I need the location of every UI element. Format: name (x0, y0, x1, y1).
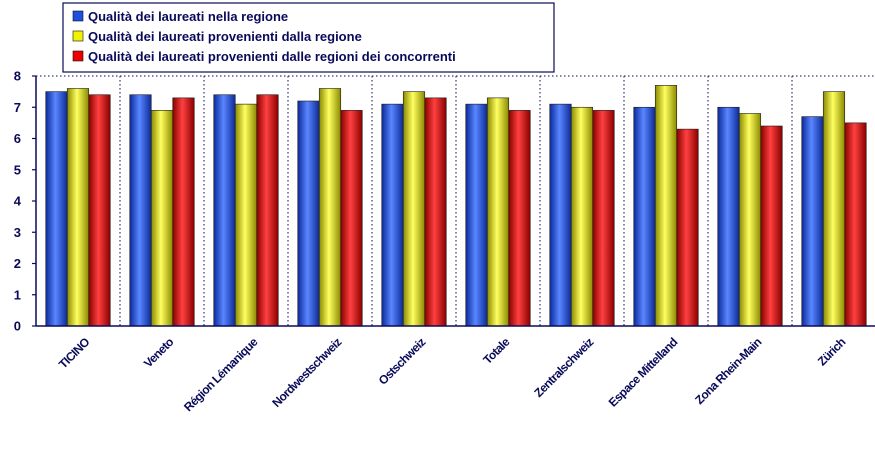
bar (318, 88, 342, 327)
x-tick-label: Zürich (815, 335, 848, 368)
y-tick-label: 5 (14, 162, 21, 177)
bar (172, 97, 195, 327)
y-tick-label: 7 (14, 100, 21, 115)
bar (570, 106, 594, 327)
bar (45, 91, 68, 327)
bar (822, 91, 846, 327)
x-tick-label: Ostschweiz (376, 335, 429, 388)
bar (508, 110, 531, 327)
bar (150, 110, 174, 327)
x-axis-labels: TICINO Veneto Région Lémanique Nordwestschw… (56, 335, 848, 415)
bar (424, 97, 447, 327)
x-tick-label: TICINO (56, 335, 92, 371)
bar (213, 94, 236, 327)
bar (738, 113, 762, 327)
bar (549, 103, 572, 327)
legend: Qualità dei laureati nella regione Qualit… (62, 2, 555, 73)
y-tick-label: 8 (14, 69, 21, 84)
bar (234, 103, 258, 327)
bar (256, 94, 279, 327)
bar (340, 110, 363, 327)
y-tick-label: 1 (14, 287, 21, 302)
y-tick-label: 4 (14, 194, 22, 209)
x-tick-label: Zentralschweiz (531, 335, 596, 400)
bar (676, 128, 699, 327)
x-tick-label: Zona Rhein-Main (692, 335, 764, 407)
bar (801, 116, 824, 327)
legend-swatch (72, 10, 84, 22)
bar (66, 88, 90, 327)
y-axis-ticks: 0 1 2 3 4 5 6 7 8 (14, 69, 36, 334)
y-tick-label: 6 (14, 131, 21, 146)
x-tick-label: Région Lémanique (181, 335, 261, 415)
legend-entry: Qualità dei laureati provenienti dalle r… (88, 49, 456, 64)
bar (402, 91, 426, 327)
bar (486, 97, 510, 327)
bar (844, 122, 867, 327)
y-tick-label: 3 (14, 225, 21, 240)
grid (36, 75, 875, 326)
bar (297, 100, 320, 327)
x-tick-label: Espace Mittelland (606, 335, 681, 410)
x-tick-label: Nordwestschweiz (269, 335, 344, 410)
bar (592, 110, 615, 327)
legend-swatch (72, 50, 84, 62)
y-tick-label: 2 (14, 256, 21, 271)
legend-box (62, 2, 555, 73)
y-tick-label: 0 (14, 319, 21, 334)
bar (654, 85, 678, 327)
bar (129, 94, 152, 327)
bar (760, 125, 783, 327)
bar (465, 103, 488, 327)
bar (381, 103, 404, 327)
legend-entry: Qualità dei laureati provenienti dalla r… (88, 29, 362, 44)
legend-swatch (72, 30, 84, 42)
bar (717, 106, 740, 327)
bar (88, 94, 111, 327)
x-tick-label: Veneto (141, 335, 176, 370)
legend-entry: Qualità dei laureati nella regione (88, 9, 288, 24)
x-tick-label: Totale (480, 335, 512, 367)
bar (633, 106, 656, 327)
bars (45, 85, 867, 327)
